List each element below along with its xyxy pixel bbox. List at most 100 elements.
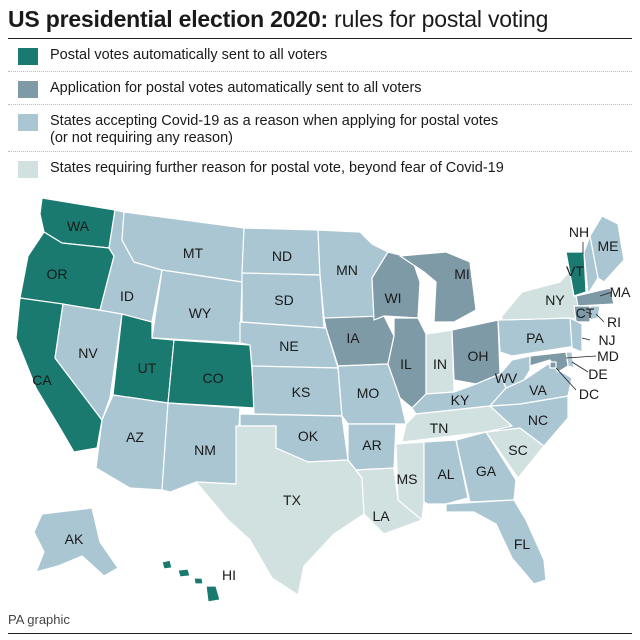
legend-swatch xyxy=(18,161,38,178)
state-label-ct: CT xyxy=(576,305,595,321)
state-label-ks: KS xyxy=(292,384,311,400)
legend-item-1: Postal votes automatically sent to all v… xyxy=(18,47,328,65)
legend-label: Postal votes automatically sent to all v… xyxy=(50,47,328,63)
state-label-co: CO xyxy=(203,370,224,386)
state-label-pa: PA xyxy=(526,330,544,346)
state-md xyxy=(529,351,569,373)
state-label-ma: MA xyxy=(610,284,632,300)
leader-line-ri xyxy=(595,313,605,323)
state-ri xyxy=(589,305,601,321)
legend-item-3: States accepting Covid-19 as a reason wh… xyxy=(18,113,499,147)
leader-line-ma xyxy=(599,291,613,297)
state-label-or: OR xyxy=(47,266,68,282)
state-label-ut: UT xyxy=(138,360,157,376)
legend-swatch xyxy=(18,48,38,65)
state-label-ky: KY xyxy=(451,392,470,408)
leader-line-nj xyxy=(581,337,591,341)
page-title: US presidential election 2020: rules for… xyxy=(8,6,548,33)
legend-label: Application for postal votes automatical… xyxy=(50,80,422,96)
legend-item-2: Application for postal votes automatical… xyxy=(18,80,422,98)
state-fl xyxy=(445,499,547,585)
state-ma xyxy=(575,287,615,307)
leader-line-de xyxy=(571,361,589,373)
state-ak xyxy=(33,507,119,577)
state-label-ri: RI xyxy=(607,314,621,330)
legend-label: States requiring further reason for post… xyxy=(50,160,504,176)
state-label-az: AZ xyxy=(126,429,144,445)
legend-item-4: States requiring further reason for post… xyxy=(18,160,504,178)
state-label-nj: NJ xyxy=(598,332,615,348)
state-label-ga: GA xyxy=(476,463,497,479)
legend-label: States accepting Covid-19 as a reason wh… xyxy=(50,113,499,129)
footer-credit: PA graphic xyxy=(8,612,70,627)
footer-divider xyxy=(8,633,632,634)
state-label-nh: NH xyxy=(569,224,589,240)
state-label-nv: NV xyxy=(78,345,98,361)
state-label-ok: OK xyxy=(298,428,319,444)
state-label-sd: SD xyxy=(274,292,293,308)
state-label-tx: TX xyxy=(283,492,302,508)
state-label-ms: MS xyxy=(397,471,418,487)
state-label-wv: WV xyxy=(495,370,518,386)
state-label-de: DE xyxy=(588,366,607,382)
state-ga xyxy=(455,431,517,503)
state-label-hi: HI xyxy=(222,567,236,583)
state-label-sc: SC xyxy=(508,442,527,458)
state-nv xyxy=(54,303,123,421)
state-label-fl: FL xyxy=(514,536,531,552)
legend-swatch xyxy=(18,81,38,98)
state-label-wy: WY xyxy=(189,305,212,321)
state-vt xyxy=(565,251,587,297)
state-la xyxy=(355,467,423,535)
state-nj xyxy=(569,317,583,353)
state-wi xyxy=(371,251,421,321)
state-label-al: AL xyxy=(437,466,454,482)
state-label-il: IL xyxy=(400,356,412,372)
state-label-ak: AK xyxy=(65,531,84,547)
state-me xyxy=(589,215,625,283)
title-divider xyxy=(8,38,632,39)
state-label-vt: VT xyxy=(566,263,584,279)
state-label-mn: MN xyxy=(336,262,358,278)
state-label-nm: NM xyxy=(194,442,216,458)
state-label-la: LA xyxy=(372,508,390,524)
state-label-nc: NC xyxy=(528,412,548,428)
legend-swatch xyxy=(18,114,38,131)
state-label-dc: DC xyxy=(579,386,599,402)
state-label-mt: MT xyxy=(183,245,204,261)
state-ct xyxy=(573,305,591,323)
state-label-ia: IA xyxy=(346,330,360,346)
state-label-nd: ND xyxy=(272,248,292,264)
title-rest: rules for postal voting xyxy=(327,6,549,32)
state-label-id: ID xyxy=(120,288,134,304)
state-tx xyxy=(195,425,365,596)
state-label-ne: NE xyxy=(279,338,298,354)
state-label-oh: OH xyxy=(468,348,489,364)
state-label-wa: WA xyxy=(67,218,90,234)
state-dc xyxy=(549,361,557,369)
state-mi xyxy=(399,251,477,323)
title-bold: US presidential election 2020: xyxy=(8,6,328,32)
legend-label: (or not requiring any reason) xyxy=(50,130,233,146)
state-ms xyxy=(395,441,425,521)
state-label-in: IN xyxy=(433,356,447,372)
legend-divider xyxy=(8,104,632,105)
state-label-ca: CA xyxy=(32,372,52,388)
leader-line-dc xyxy=(555,367,577,391)
legend-divider xyxy=(8,151,632,152)
state-label-va: VA xyxy=(529,382,547,398)
state-label-ny: NY xyxy=(545,292,565,308)
state-label-tn: TN xyxy=(430,420,449,436)
legend-divider xyxy=(8,71,632,72)
state-label-mo: MO xyxy=(357,385,380,401)
state-label-wi: WI xyxy=(384,290,401,306)
state-label-me: ME xyxy=(598,238,619,254)
state-label-mi: MI xyxy=(454,266,470,282)
state-hi xyxy=(161,559,221,603)
leader-line-ct xyxy=(585,311,593,315)
state-label-md: MD xyxy=(597,348,619,364)
state-wv xyxy=(499,355,531,389)
state-label-ar: AR xyxy=(362,437,381,453)
